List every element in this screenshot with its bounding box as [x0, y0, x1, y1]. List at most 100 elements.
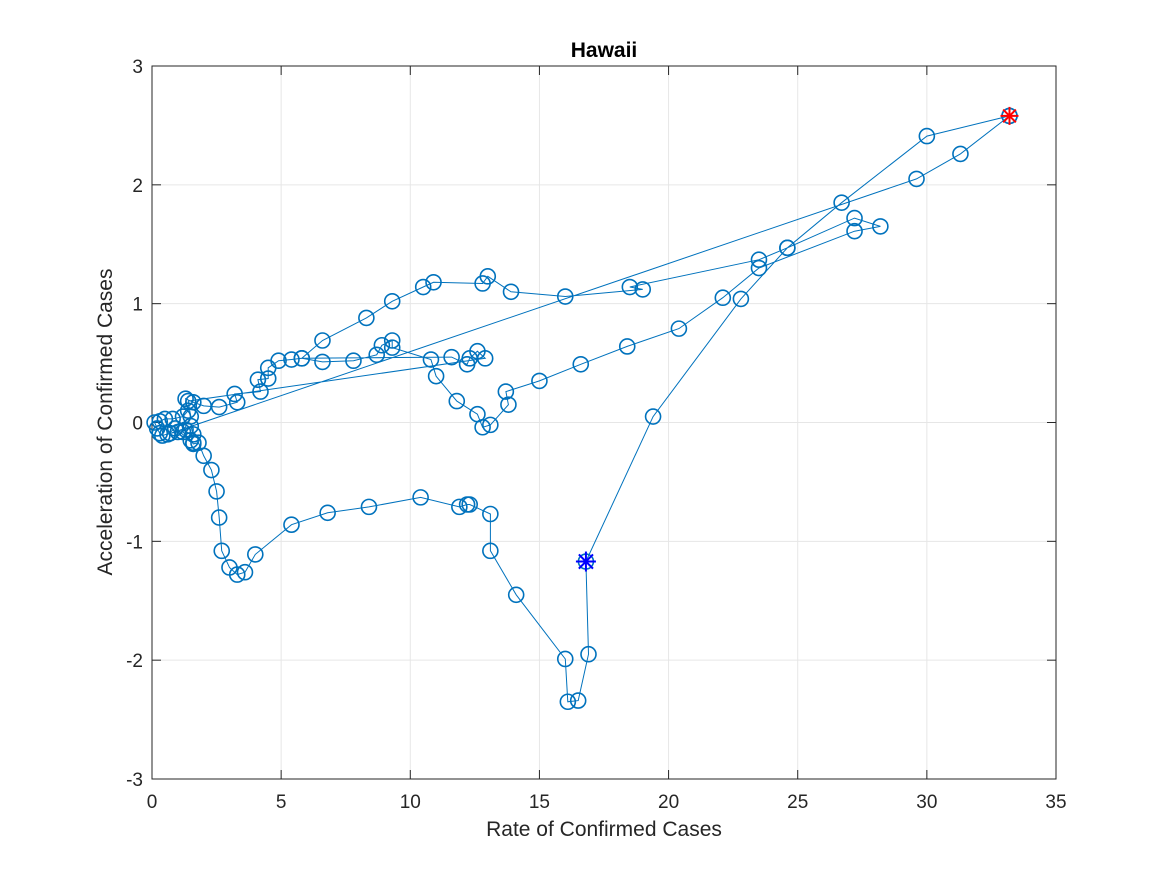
chart-title: Hawaii: [571, 39, 638, 62]
data-point-marker: [208, 483, 225, 500]
x-tick-label: 10: [400, 792, 421, 813]
y-tick-label: 2: [132, 176, 143, 197]
data-point-marker: [451, 498, 468, 516]
data-point-marker: [383, 292, 401, 310]
x-tick-label: 20: [658, 792, 679, 813]
data-point-marker: [556, 650, 574, 668]
data-point-marker: [228, 566, 246, 583]
data-point-marker: [226, 385, 243, 403]
y-tick-label: 3: [132, 57, 143, 78]
data-point-marker: [580, 645, 597, 663]
data-point-marker: [249, 371, 267, 389]
data-point-marker: [872, 218, 889, 235]
data-point-marker: [174, 423, 192, 441]
data-point-marker: [714, 289, 732, 307]
data-point-marker: [179, 392, 197, 410]
data-point-marker: [259, 370, 277, 387]
data-point-marker: [833, 194, 850, 211]
series-layer: [146, 106, 1019, 711]
y-tick-label: -3: [126, 770, 143, 791]
data-point-marker: [531, 372, 548, 390]
data-point-marker: [572, 355, 590, 373]
data-point-marker: [185, 434, 202, 452]
data-point-marker: [182, 408, 200, 425]
data-point-marker: [556, 288, 574, 305]
data-point-marker: [732, 290, 750, 308]
data-point-marker: [283, 516, 300, 533]
end-point-marker: [575, 551, 596, 572]
x-tick-label: 35: [1045, 792, 1066, 813]
data-point-marker: [345, 352, 362, 370]
y-axis-label: Acceleration of Confirmed Cases: [94, 269, 117, 576]
data-point-marker: [670, 320, 688, 337]
data-point-marker: [358, 309, 375, 327]
data-point-marker: [908, 170, 925, 188]
x-tick-label: 30: [916, 792, 937, 813]
data-point-marker: [259, 359, 277, 377]
y-tick-label: 1: [132, 295, 143, 316]
data-point-marker: [314, 353, 331, 371]
data-point-marker: [412, 489, 429, 506]
data-point-marker: [247, 546, 264, 563]
x-tick-label: 15: [529, 792, 550, 813]
start-point-marker: [1000, 106, 1019, 125]
data-point-marker: [151, 424, 169, 442]
data-point-marker: [497, 383, 515, 400]
data-point-marker: [846, 209, 863, 227]
data-point-marker: [502, 283, 520, 301]
y-tick-label: -2: [126, 651, 143, 672]
data-point-marker: [213, 542, 231, 560]
data-point-marker: [779, 239, 796, 257]
data-point-marker: [368, 346, 386, 364]
data-point-marker: [422, 351, 440, 368]
data-point-marker: [414, 278, 432, 296]
start-point-marker-stroke: [1002, 108, 1017, 123]
data-point-marker: [482, 505, 499, 523]
data-point-marker: [469, 405, 486, 423]
data-point-marker: [159, 426, 176, 443]
data-point-marker: [252, 383, 269, 400]
data-point-marker: [634, 281, 652, 298]
data-point-marker: [360, 498, 378, 516]
data-point-marker: [474, 275, 491, 292]
data-point-marker: [236, 563, 254, 581]
x-tick-label: 0: [147, 792, 158, 813]
data-point-marker: [314, 332, 331, 349]
data-point-marker: [461, 496, 478, 513]
y-tick-label: 0: [132, 414, 143, 435]
x-axis-label: Rate of Confirmed Cases: [486, 818, 722, 841]
data-point-marker: [618, 338, 636, 355]
data-point-marker: [319, 504, 336, 522]
data-point-marker: [507, 586, 525, 604]
data-point-marker: [750, 251, 768, 268]
data-point-marker: [918, 127, 936, 145]
data-point-marker: [383, 332, 401, 349]
data-point-marker: [427, 367, 445, 385]
end-point-marker-stroke: [578, 553, 594, 570]
data-point-marker: [846, 222, 863, 240]
data-point-marker: [569, 692, 587, 709]
data-point-marker: [482, 542, 499, 560]
data-point-marker: [750, 259, 768, 277]
data-point-marker: [443, 348, 460, 366]
data-point-marker: [283, 351, 300, 368]
x-tick-label: 25: [787, 792, 808, 813]
data-point-marker: [210, 509, 228, 526]
data-point-marker: [621, 278, 639, 296]
data-point-marker: [195, 397, 212, 415]
data-point-marker: [195, 447, 212, 465]
data-point-marker: [448, 392, 466, 410]
data-point-marker: [559, 693, 577, 711]
data-point-marker: [373, 336, 391, 354]
x-tick-label: 5: [276, 792, 287, 813]
tick-label-layer: 0 5 10 15 20 25 30 35 -3 -2 -1 0 1 2 3: [126, 57, 1066, 813]
data-point-marker: [425, 273, 442, 291]
y-tick-label: -1: [126, 532, 143, 553]
data-point-marker: [476, 350, 494, 367]
data-point-marker: [952, 145, 969, 163]
data-point-marker: [383, 339, 401, 356]
data-point-marker: [500, 396, 517, 413]
data-point-marker: [644, 408, 662, 425]
